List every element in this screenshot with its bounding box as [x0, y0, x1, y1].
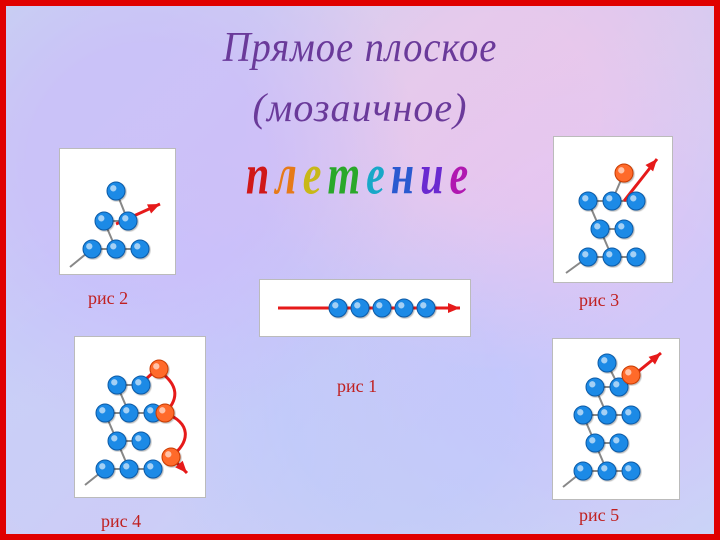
panel-fig5	[552, 338, 680, 500]
panel-fig3	[553, 136, 673, 283]
panel-fig4	[74, 336, 206, 498]
caption-fig5: рис 5	[579, 505, 619, 526]
caption-fig2: рис 2	[88, 288, 128, 309]
caption-fig1: рис 1	[337, 376, 377, 397]
slide-frame: Прямое плоское (мозаичное) плетение рис …	[0, 0, 720, 540]
title-line-3: плетение	[246, 144, 474, 209]
caption-fig3: рис 3	[579, 290, 619, 311]
title-line-2: (мозаичное)	[253, 84, 468, 131]
panel-fig1	[259, 279, 471, 337]
caption-fig4: рис 4	[101, 511, 141, 532]
panel-fig2	[59, 148, 176, 275]
title-line-1: Прямое плоское	[223, 24, 498, 72]
